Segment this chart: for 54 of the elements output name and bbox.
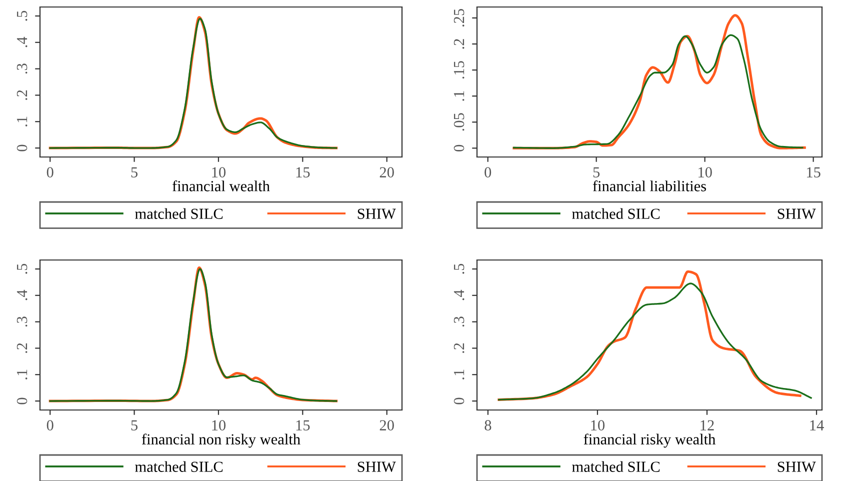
x-tick-label: 5 [593,167,600,178]
x-tick-label: 10 [591,420,605,430]
x-axis-title: financial liabilities [592,180,706,192]
legend-label: SHIW [358,208,396,220]
x-axis-title: financial wealth [172,180,270,192]
y-tick-label: .1 [16,370,28,380]
x-tick-label: 5 [131,420,138,430]
y-tick-label: 0 [16,398,28,404]
x-tick-label: 0 [484,167,492,178]
x-tick-label: 0 [46,420,54,430]
legend-label: matched SILC [572,461,660,472]
y-tick-label: .2 [16,90,28,100]
y-tick-label: 0 [454,398,464,404]
x-tick-label: 20 [380,167,394,178]
y-tick-label: .2 [16,343,28,353]
x-tick-label: 15 [296,167,310,178]
y-tick-label: .5 [17,264,28,274]
x-tick-label: 10 [212,420,226,430]
y-tick-label: .2 [454,39,464,49]
x-tick-label: 0 [46,167,54,178]
y-tick-label: .1 [454,91,464,101]
y-tick-label: .2 [454,343,464,353]
x-tick-label: 10 [698,167,712,178]
y-tick-label: .4 [454,290,464,300]
y-tick-label: .5 [17,10,28,21]
legend-label: SHIW [778,462,816,472]
legend-label: matched SILC [572,208,660,219]
x-tick-label: 10 [212,167,226,178]
y-tick-label: .05 [454,113,464,131]
x-tick-label: 14 [810,420,824,430]
y-tick-label: .4 [16,36,28,48]
legend-label: matched SILC [135,461,223,472]
y-tick-label: .1 [454,370,464,380]
x-tick-label: 15 [807,167,820,178]
x-tick-label: 12 [700,420,714,430]
y-tick-label: .5 [454,264,464,274]
x-axis-title: financial risky wealth [584,434,716,448]
y-tick-label: .25 [454,8,464,26]
y-tick-label: 0 [16,144,28,152]
y-tick-label: .15 [454,61,464,79]
x-axis-title: financial non risky wealth [142,434,300,448]
x-tick-label: 5 [131,167,138,178]
y-tick-label: .3 [16,316,28,327]
y-tick-label: .3 [454,316,464,327]
x-tick-label: 8 [484,420,492,430]
y-tick-label: .4 [16,290,28,300]
y-tick-label: .1 [16,116,28,126]
y-tick-label: .3 [16,64,28,74]
x-tick-label: 20 [380,420,394,430]
legend-label: SHIW [358,462,396,472]
x-tick-label: 15 [296,420,310,430]
legend-label: matched SILC [135,208,223,219]
y-tick-label: 0 [454,144,464,152]
legend-label: SHIW [778,208,816,220]
